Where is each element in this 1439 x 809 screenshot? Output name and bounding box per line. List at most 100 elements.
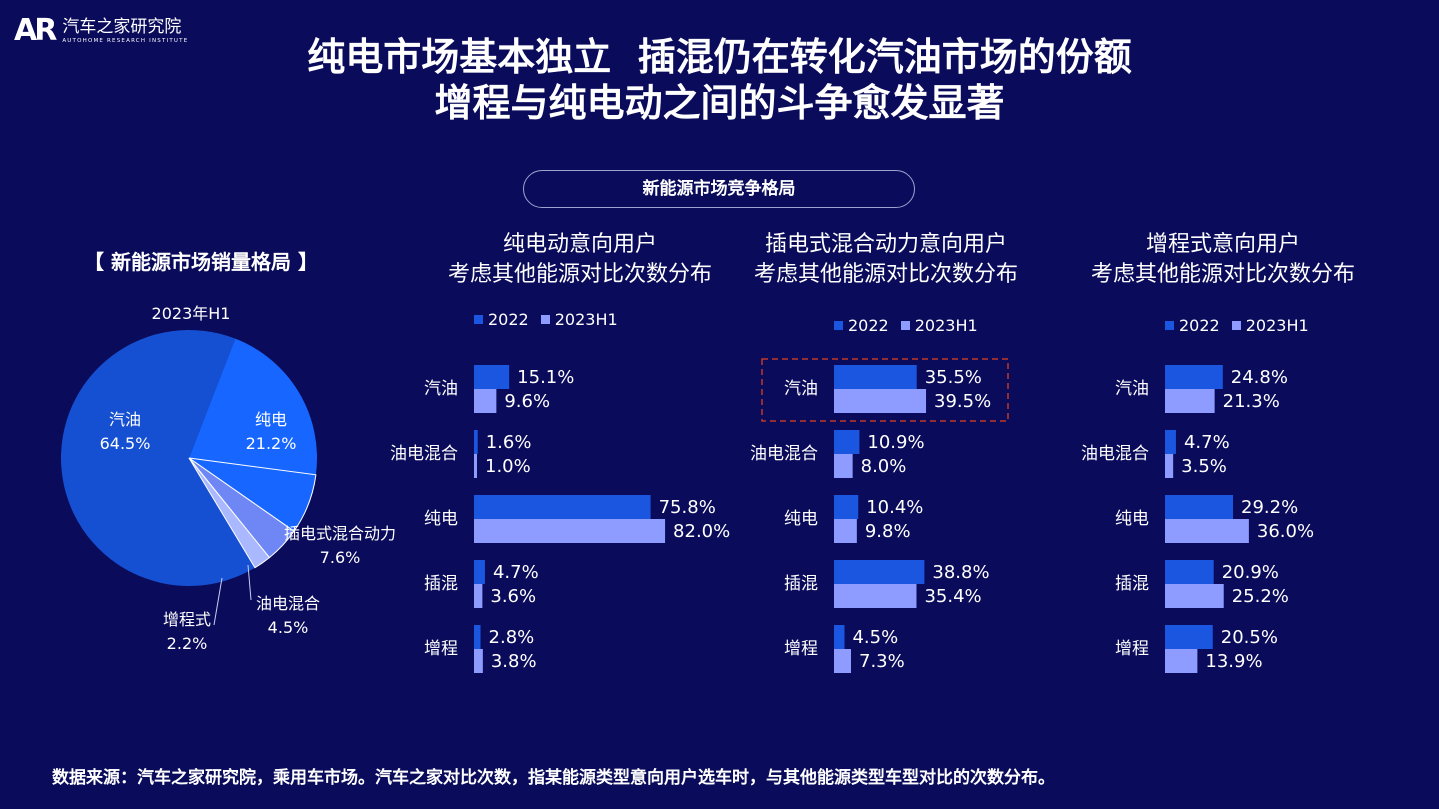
panel-title-bev-line1: 纯电动意向用户 [502, 232, 657, 257]
pie-label-category: 纯电 [254, 410, 287, 429]
bar-2023h1 [834, 454, 853, 478]
bar-2022 [834, 625, 845, 649]
data-label: 1.0% [485, 456, 531, 477]
bar-2022 [834, 365, 917, 389]
pie-label: 汽油 64.5% [90, 408, 160, 456]
category-label: 汽油 [424, 379, 458, 399]
bar-2023h1 [834, 519, 857, 543]
data-label: 36.0% [1257, 521, 1314, 542]
category-label: 插混 [1115, 574, 1149, 594]
bar-2022 [474, 560, 485, 584]
data-label: 25.2% [1232, 586, 1289, 607]
title-line-2: 增程与纯电动之间的斗争愈发显著 [434, 81, 1005, 125]
bar-2022 [834, 560, 925, 584]
bar-2022 [1165, 625, 1213, 649]
data-label: 10.9% [867, 432, 924, 453]
legend-item-2023h1: 2023H1 [900, 316, 978, 335]
pie-label-value: 21.2% [245, 434, 297, 453]
legend-item-2023h1: 2023H1 [1231, 316, 1309, 335]
bar-2023h1 [474, 454, 477, 478]
bar-2022 [474, 495, 651, 519]
data-label: 75.8% [659, 497, 716, 518]
category-label: 纯电 [424, 509, 458, 529]
bar-2022 [834, 430, 860, 454]
section-label: 新能源市场竞争格局 [523, 170, 915, 208]
bar-2023h1 [834, 389, 927, 413]
data-label: 9.6% [504, 391, 550, 412]
pie-label-value: 4.5% [267, 618, 309, 637]
pie-label-category: 油电混合 [255, 594, 320, 613]
bar-2022 [834, 495, 859, 519]
data-label: 82.0% [673, 521, 730, 542]
bar-2022 [474, 365, 510, 389]
data-label: 9.8% [865, 521, 911, 542]
bar-chart-bev: 汽油 15.1% 9.6% 油电混合 1.6% 1.0% 纯电 75.8% 82.0% 插混 4.7… [390, 365, 730, 673]
data-label: 20.9% [1222, 562, 1279, 583]
bar-2022 [474, 625, 481, 649]
pie-label-category: 插电式混合动力 [283, 524, 396, 543]
pie-slice [61, 330, 255, 586]
data-label: 10.4% [866, 497, 923, 518]
pie-label: 油电混合 4.5% [248, 592, 328, 640]
legend-swatch-2023h1 [540, 315, 550, 324]
category-label: 纯电 [1115, 509, 1149, 529]
legend-bev: 2022 2023H1 [474, 310, 630, 329]
category-label: 纯电 [784, 509, 818, 529]
category-label: 插混 [784, 574, 818, 594]
data-label: 21.3% [1223, 391, 1280, 412]
legend-erev: 2022 2023H1 [1165, 316, 1321, 335]
pie-slice [189, 338, 318, 475]
bar-2022 [1165, 560, 1214, 584]
category-label: 油电混合 [750, 444, 818, 464]
legend-swatch-2023h1 [1231, 321, 1241, 330]
data-label: 8.0% [861, 456, 907, 477]
bar-2023h1 [1165, 519, 1249, 543]
bar-2023h1 [474, 584, 483, 608]
pie-chart-subtitle: 2023年H1 [151, 304, 231, 323]
bar-2023h1 [474, 389, 497, 413]
data-label: 39.5% [934, 391, 991, 412]
bar-2022 [1165, 430, 1176, 454]
legend-swatch-2022 [834, 321, 843, 330]
panel-title-phev: 插电式混合动力意向用户 考虑其他能源对比次数分布 [716, 230, 1056, 290]
pie-label: 增程式 2.2% [158, 608, 216, 656]
logo-name-cn: 汽车之家研究院 [62, 17, 182, 37]
panel-title-phev-line2: 考虑其他能源对比次数分布 [753, 262, 1018, 287]
data-label: 20.5% [1221, 627, 1278, 648]
bar-chart-phev: 汽油 35.5% 39.5% 油电混合 10.9% 8.0% 纯电 10.4% 9.8% 插混 38… [750, 358, 1009, 673]
source-footnote: 数据来源：汽车之家研究院，乘用车市场。汽车之家对比次数，指某能源类型意向用户选车… [52, 768, 1055, 788]
category-label: 油电混合 [390, 444, 458, 464]
pie-leader-line [247, 564, 252, 601]
bar-2023h1 [1165, 649, 1198, 673]
pie-chart-title: 【 新能源市场销量格局 】 [84, 250, 318, 274]
pie-label-category: 增程式 [162, 610, 211, 629]
legend-swatch-2023h1 [900, 321, 910, 330]
panel-title-erev: 增程式意向用户 考虑其他能源对比次数分布 [1058, 230, 1388, 290]
category-label: 汽油 [784, 379, 818, 399]
bar-2023h1 [834, 584, 917, 608]
bar-chart-erev: 汽油 24.8% 21.3% 油电混合 4.7% 3.5% 纯电 29.2% 36.0% 插混 20… [1081, 365, 1314, 673]
data-label: 15.1% [517, 367, 574, 388]
category-label: 插混 [424, 574, 458, 594]
legend-item-2023h1: 2023H1 [540, 310, 618, 329]
highlight-box [761, 358, 1009, 422]
pie-label-value: 64.5% [99, 434, 151, 453]
data-label: 35.5% [925, 367, 982, 388]
category-label: 增程 [784, 639, 818, 659]
logo-mark: AR [14, 13, 57, 48]
pie-label-category: 汽油 [108, 410, 141, 429]
bar-2022 [1165, 495, 1234, 519]
pie-label-value: 7.6% [319, 548, 361, 567]
bar-2023h1 [1165, 454, 1174, 478]
title-line-1: 纯电市场基本独立 插混仍在转化汽油市场的份额 [307, 35, 1132, 79]
bar-2023h1 [474, 649, 483, 673]
category-label: 汽油 [1115, 379, 1149, 399]
panel-title-bev: 纯电动意向用户 考虑其他能源对比次数分布 [400, 230, 760, 290]
category-label: 油电混合 [1081, 444, 1149, 464]
legend-swatch-2022 [474, 315, 483, 324]
data-label: 13.9% [1205, 651, 1262, 672]
data-label: 38.8% [932, 562, 989, 583]
data-label: 7.3% [859, 651, 905, 672]
panel-title-erev-line1: 增程式意向用户 [1145, 232, 1300, 257]
page-title: 纯电市场基本独立 插混仍在转化汽油市场的份额 增程与纯电动之间的斗争愈发显著 [0, 34, 1439, 126]
